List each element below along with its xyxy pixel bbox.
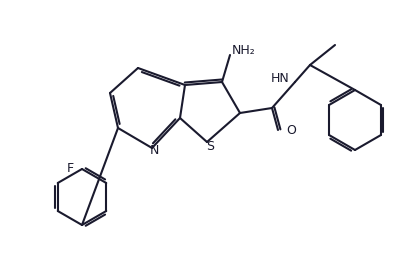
Text: NH₂: NH₂ [232,43,256,57]
Text: N: N [149,145,159,157]
Text: HN: HN [271,73,290,85]
Text: O: O [286,123,296,137]
Text: F: F [67,162,74,176]
Text: S: S [206,140,214,154]
